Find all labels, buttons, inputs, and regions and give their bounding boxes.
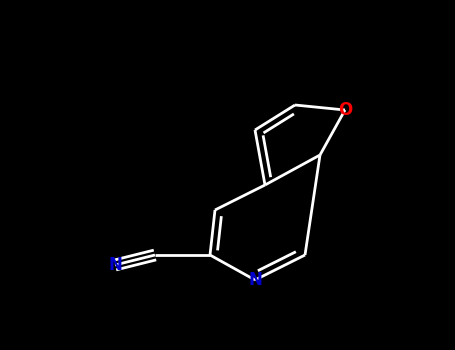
Text: N: N <box>108 256 122 274</box>
Text: N: N <box>248 271 262 289</box>
Text: O: O <box>338 101 352 119</box>
